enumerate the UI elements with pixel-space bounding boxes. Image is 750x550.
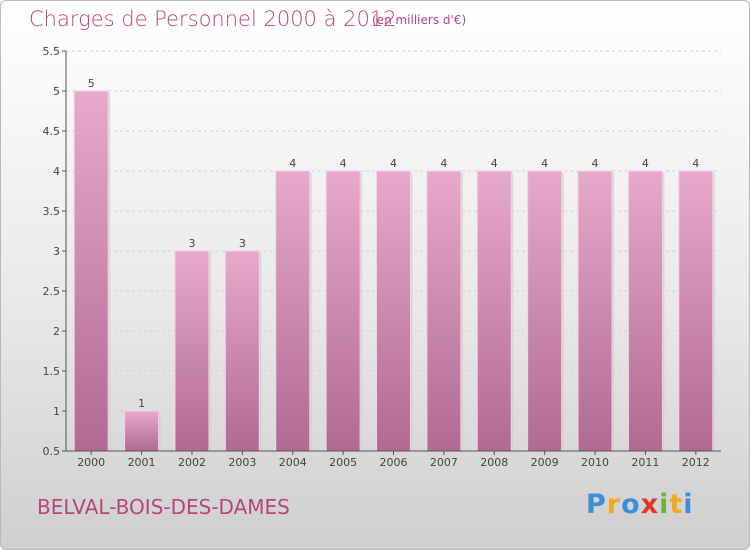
data-label: 4 bbox=[642, 157, 649, 170]
y-tick-label: 1.5 bbox=[43, 365, 61, 378]
x-tick-label: 2011 bbox=[631, 456, 659, 469]
data-label: 3 bbox=[239, 237, 246, 250]
logo-letter: r bbox=[606, 489, 622, 520]
data-label: 4 bbox=[592, 157, 599, 170]
axes bbox=[62, 50, 721, 455]
y-tick-label: 5 bbox=[53, 85, 60, 98]
data-label: 1 bbox=[138, 397, 145, 410]
x-tick-label: 2005 bbox=[329, 456, 357, 469]
bar-2002 bbox=[174, 250, 210, 452]
x-tick-label: 2012 bbox=[682, 456, 710, 469]
y-tick-label: 5.5 bbox=[43, 45, 61, 58]
city-name: BELVAL-BOIS-DES-DAMES bbox=[37, 495, 290, 519]
chart-title: Charges de Personnel 2000 à 2012 bbox=[29, 7, 397, 31]
x-tick-label: 2007 bbox=[430, 456, 458, 469]
data-label: 3 bbox=[188, 237, 195, 250]
logo-letter: t bbox=[669, 489, 684, 520]
data-label: 4 bbox=[390, 157, 397, 170]
logo-letter: x bbox=[640, 489, 660, 520]
bar-2011 bbox=[627, 170, 663, 452]
bar-2004 bbox=[275, 170, 311, 452]
y-tick-label: 2.5 bbox=[43, 285, 61, 298]
data-label: 4 bbox=[340, 157, 347, 170]
bars bbox=[73, 90, 715, 452]
data-label: 4 bbox=[289, 157, 296, 170]
x-tick-label: 2001 bbox=[128, 456, 156, 469]
data-label: 4 bbox=[541, 157, 548, 170]
y-tick-label: 1 bbox=[53, 405, 60, 418]
x-tick-label: 2009 bbox=[531, 456, 559, 469]
x-tick-label: 2002 bbox=[178, 456, 206, 469]
proxiti-logo: Proxiti bbox=[586, 489, 694, 520]
y-tick-label: 4.5 bbox=[43, 125, 61, 138]
labels: 0.5 1 1.5 2 2.5 3 3.5 4 4.5 5 5.5 5 2000 1 2001 3 2002 3 2… bbox=[43, 45, 710, 469]
logo-letter: P bbox=[586, 489, 607, 520]
bar-2000 bbox=[73, 90, 109, 452]
bar-2009 bbox=[527, 170, 563, 452]
bar-2003 bbox=[224, 250, 260, 452]
logo-letter: i bbox=[659, 489, 670, 520]
bar-2012 bbox=[678, 170, 714, 452]
chart-unit: (en milliers d'€) bbox=[372, 13, 467, 27]
bar-2005 bbox=[325, 170, 361, 452]
data-label: 4 bbox=[440, 157, 447, 170]
x-tick-label: 2000 bbox=[77, 456, 105, 469]
y-tick-label: 2 bbox=[53, 325, 60, 338]
data-label: 4 bbox=[491, 157, 498, 170]
y-tick-label: 4 bbox=[53, 165, 60, 178]
data-label: 4 bbox=[692, 157, 699, 170]
data-label: 5 bbox=[88, 77, 95, 90]
x-tick-label: 2008 bbox=[480, 456, 508, 469]
bar-2008 bbox=[476, 170, 512, 452]
y-tick-label: 3 bbox=[53, 245, 60, 258]
y-tick-label: 3.5 bbox=[43, 205, 61, 218]
logo-letter: o bbox=[621, 489, 641, 520]
x-tick-label: 2003 bbox=[228, 456, 256, 469]
logo-letter: i bbox=[683, 489, 694, 520]
bar-2001 bbox=[124, 410, 160, 452]
y-tick-label: 0.5 bbox=[43, 445, 61, 458]
bar-2006 bbox=[376, 170, 411, 452]
bar-2007 bbox=[426, 170, 462, 452]
x-tick-label: 2010 bbox=[581, 456, 609, 469]
x-tick-label: 2006 bbox=[380, 456, 408, 469]
x-tick-label: 2004 bbox=[279, 456, 307, 469]
bar-2010 bbox=[577, 170, 613, 452]
